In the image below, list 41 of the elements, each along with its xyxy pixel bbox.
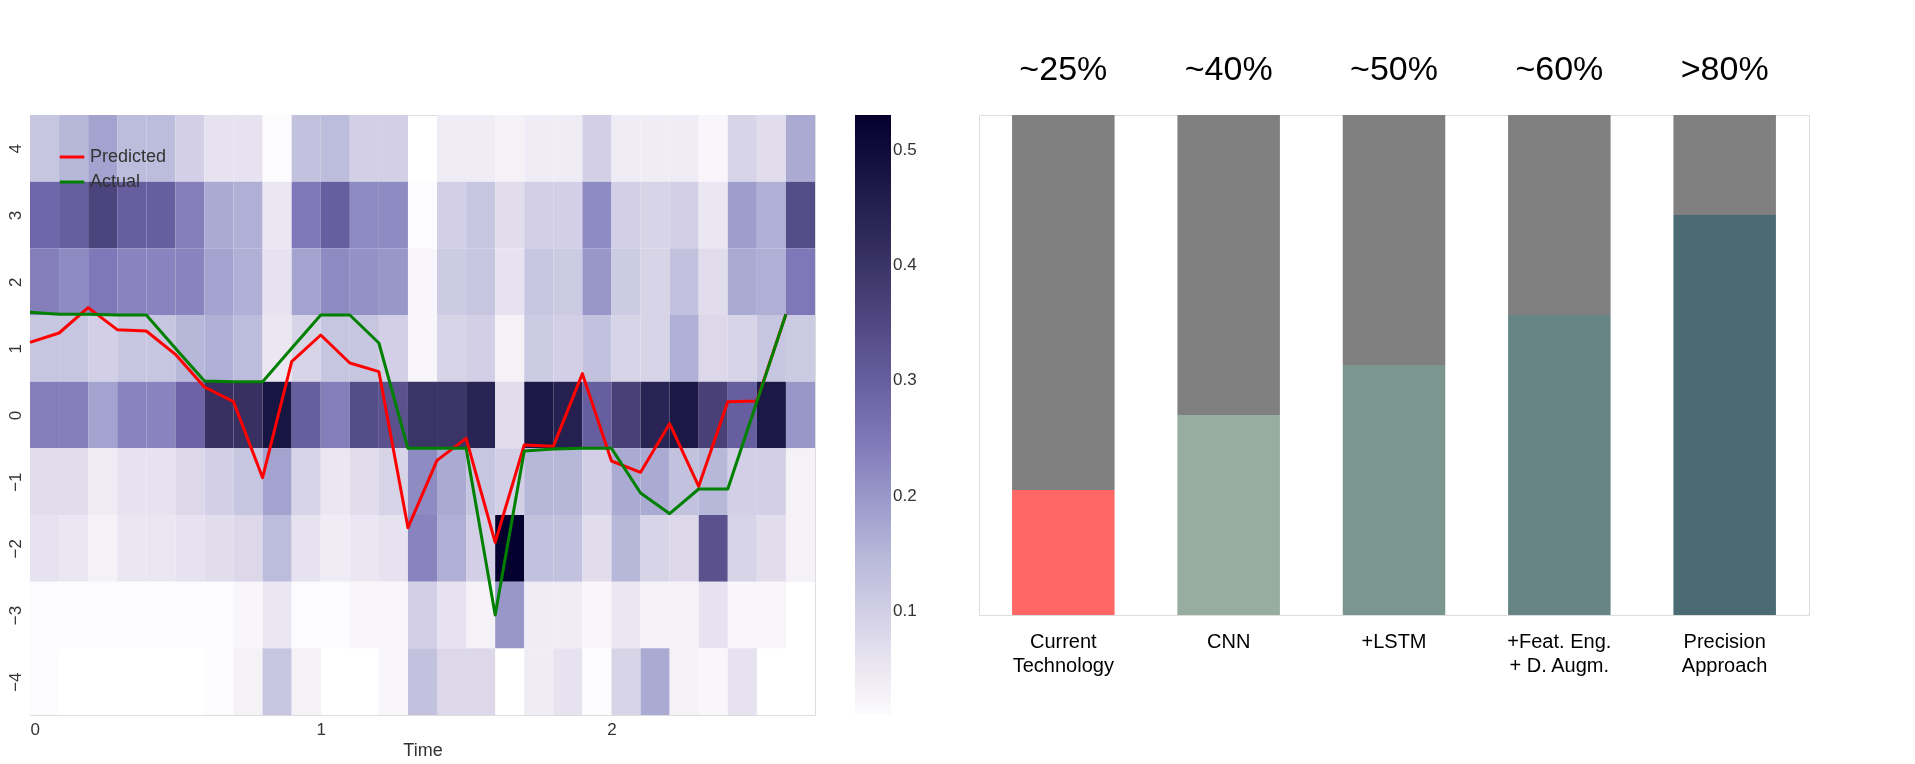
x-tick-label: Precision Approach [1681, 629, 1768, 676]
color-bar-label: 0.2 [893, 485, 917, 505]
bar [1177, 415, 1280, 615]
text: ~50% [1350, 49, 1438, 87]
y-tick-label: −4 [5, 672, 25, 692]
color-bar-label: 0.3 [893, 370, 917, 390]
y-tick-label: −1 [5, 472, 25, 492]
bar [1508, 115, 1611, 315]
bar [1342, 365, 1446, 615]
color-bar-label: 0.5 [893, 139, 917, 159]
x-tick-label: Current Technology [1012, 629, 1114, 676]
y-tick-label: −3 [5, 605, 25, 626]
x-tick-label: 2 [607, 719, 617, 739]
x-tick-label: 0 [30, 719, 40, 739]
text: ~60% [1515, 49, 1604, 87]
y-tick-label: 1 [5, 344, 25, 354]
bar [1012, 115, 1115, 490]
x-tick-label: +Feat. Eng. + D. Augm. [1507, 629, 1612, 676]
text: >80% [1680, 49, 1769, 87]
text: ~25% [1019, 49, 1108, 87]
bar [1342, 115, 1446, 365]
x-axis-title: Time [403, 739, 443, 760]
y-tick-label: 0 [5, 410, 25, 421]
bar [1508, 315, 1611, 615]
y-tick-label: −2 [5, 539, 25, 559]
x-tick-label: CNN [1206, 629, 1251, 652]
bar [1673, 215, 1776, 615]
color-bar-label: 0.1 [893, 601, 917, 621]
y-tick-label: 4 [5, 144, 25, 154]
bar [1673, 115, 1776, 215]
y-tick-label: 2 [5, 277, 25, 287]
bar [1177, 115, 1280, 415]
y-tick-label: 3 [5, 210, 25, 221]
line-series [28, 310, 788, 617]
x-tick-label: +LSTM [1361, 629, 1427, 652]
legend-label: Predicted [90, 146, 167, 166]
bar [1012, 490, 1115, 615]
text: ~40% [1184, 49, 1273, 87]
legend-label: Actual [90, 171, 141, 191]
color-bar-label: 0.4 [893, 255, 917, 274]
x-tick-label: 1 [316, 719, 326, 739]
